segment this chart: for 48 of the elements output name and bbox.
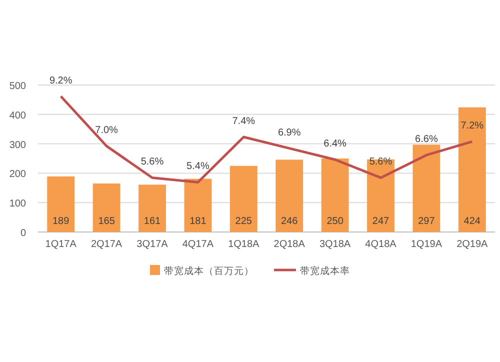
x-tick-label: 2Q18A [274,239,306,250]
data-label: 6.6% [415,134,438,146]
data-label: 189 [52,216,70,227]
data-label: 7.0% [95,125,118,136]
bar [412,144,440,232]
data-label: 247 [372,216,390,227]
data-label: 424 [464,216,481,227]
legend-label: 带宽成本（百万元） [164,265,254,277]
bar [138,184,166,232]
data-label: 7.2% [460,120,484,132]
data-label: 6.4% [324,138,347,150]
y-tick-label: 100 [9,198,26,210]
data-label: 246 [281,216,298,227]
y-tick-label: 300 [9,140,26,151]
data-label: 165 [98,216,116,227]
x-tick-label: 3Q18A [319,239,351,250]
bar [367,159,394,232]
data-label: 9.2% [49,75,72,86]
bar [230,166,258,232]
data-label: 5.4% [186,161,210,172]
x-tick-label: 1Q17A [45,239,77,250]
bar [92,183,120,232]
y-tick-label: 0 [20,228,26,239]
data-label: 250 [326,216,344,227]
y-tick-label: 200 [9,169,26,180]
x-tick-label: 2Q19A [456,239,488,250]
bar [184,178,212,232]
x-tick-label: 2Q17A [90,239,122,250]
bar [47,176,75,232]
data-label: 7.4% [232,116,256,128]
y-tick-label: 400 [9,110,26,122]
x-tick-label: 1Q19A [410,239,442,250]
x-tick-label: 3Q17A [136,239,168,250]
x-tick-label: 4Q18A [365,239,397,250]
data-label: 6.9% [278,127,301,138]
y-tick-label: 500 [9,81,26,92]
legend-label: 带宽成本率 [300,265,350,277]
bar [458,107,486,232]
data-label: 161 [144,216,162,227]
data-label: 5.6% [369,156,392,168]
x-tick-label: 4Q17A [182,239,214,250]
bar [276,160,304,232]
x-tick-label: 1Q18A [228,239,260,250]
bar [321,158,349,232]
data-label: 181 [190,216,207,227]
data-label: 297 [418,216,436,227]
data-label: 225 [235,216,252,227]
data-label: 5.6% [140,156,164,168]
